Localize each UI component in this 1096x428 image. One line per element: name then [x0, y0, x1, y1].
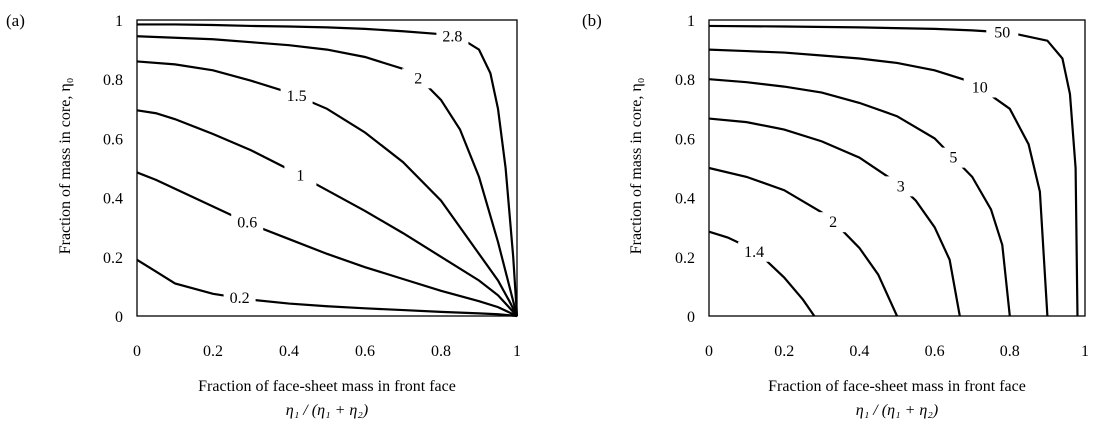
panel-b-curve-label-bg	[937, 147, 970, 168]
panel-b-xtick-label: 0.8	[1000, 343, 1020, 360]
panel-a-ytick-label: 0.8	[103, 72, 123, 89]
panel-a-curve-label-bg	[231, 212, 264, 233]
panel-b-xtick-label: 1	[1081, 343, 1089, 360]
panel-b-curve-label-bg	[817, 212, 850, 233]
panel-a-curve-label-bg	[436, 26, 469, 47]
panel-a-ytick-label: 0	[115, 309, 123, 326]
panel-b-curve-label: 50	[994, 24, 1010, 41]
panel-a-curve-0-2	[136, 258, 518, 318]
panel-b-tag: (b)	[582, 11, 602, 30]
panel-a-curve-2-8	[137, 23, 519, 317]
panel-b-curve-10	[708, 48, 1049, 317]
panel-a-xlabel-line2: η₁ / (η₁ + η₂)	[286, 402, 368, 419]
panel-b-ytick-label: 0.2	[675, 250, 695, 267]
panel-a-ylabel: Fraction of mass in core, η₀	[57, 78, 74, 255]
panel-a-curve-1-5	[136, 60, 518, 317]
panel-b-ytick-label: 0.6	[675, 131, 695, 148]
panel-b-curve-label: 2	[829, 214, 837, 231]
panel-a-ytick-label: 1	[115, 13, 123, 30]
panel-b-curve-label-bg	[963, 77, 996, 98]
panel-a-curve-label-bg	[284, 165, 317, 186]
panel-a-curve-label: 1	[296, 168, 304, 185]
panel-a-ytick-label: 0.2	[103, 250, 123, 267]
panel-b-curve-3	[708, 117, 961, 317]
panel-a-xtick-label: 0.4	[279, 343, 299, 360]
panel-a-curve-0-6	[136, 171, 518, 317]
panel-b-xtick-label: 0.6	[925, 343, 945, 360]
panel-b-curve-5	[708, 78, 1011, 317]
panel-a-ytick-label: 0.6	[103, 131, 123, 148]
panel-a-curve-label-bg	[402, 68, 435, 89]
panel-a-curve-label: 2.8	[442, 28, 462, 45]
panel-b-curve-label: 3	[897, 178, 905, 195]
panel-a-tag: (a)	[6, 11, 25, 30]
panel-b-curve-label-bg	[884, 176, 917, 197]
panel-b-xtick-label: 0	[705, 343, 713, 360]
panel-a-curve-2	[136, 35, 519, 317]
panel-b-xlabel-line2: η₁ / (η₁ + η₂)	[856, 402, 938, 419]
panel-a-xlabel-line1: Fraction of face-sheet mass in front fac…	[198, 378, 456, 395]
panel-b: (b) Fraction of mass in core, η₀ Fractio…	[582, 11, 1089, 419]
panel-b-curve-label: 5	[949, 150, 957, 167]
panel-b-curve-label-bg	[738, 241, 771, 262]
panel-b-curve-label: 1.4	[744, 244, 764, 261]
panel-a-xtick-label: 0.6	[355, 343, 375, 360]
panel-a-xtick-label: 0.8	[431, 343, 451, 360]
panel-b-ytick-label: 0.4	[675, 191, 695, 208]
panel-b-xtick-label: 0.4	[849, 343, 869, 360]
panel-b-ytick-label: 0	[687, 309, 695, 326]
panel-a-curve-1	[136, 109, 518, 317]
panel-a-plot-area: 0 0.2 0.4 0.6 0.8 1 0 0.2 0.4 0.6 0.8 1 0.2 0.6 1 1.5 2 2…	[103, 13, 521, 360]
panel-b-curve-label: 10	[972, 79, 988, 96]
panel-a-axes-frame	[136, 19, 518, 317]
panel-b-xlabel-line1: Fraction of face-sheet mass in front fac…	[768, 378, 1026, 395]
panel-a: (a) Fraction of mass in core, η₀ Fractio…	[6, 11, 521, 419]
panel-a-xtick-label: 0	[133, 343, 141, 360]
panel-b-xtick-label: 0.2	[774, 343, 794, 360]
panel-b-ylabel: Fraction of mass in core, η₀	[628, 78, 645, 255]
panel-b-curve-label-bg	[986, 22, 1019, 43]
panel-a-ytick-label: 0.4	[103, 191, 123, 208]
panel-b-ytick-label: 0.8	[675, 72, 695, 89]
panel-a-curve-label-bg	[280, 85, 313, 106]
panel-a-curve-label: 0.2	[230, 290, 250, 307]
panel-a-xtick-label: 0.2	[203, 343, 223, 360]
panel-b-curve-50	[708, 24, 1079, 317]
panel-a-curve-label: 0.6	[237, 214, 257, 231]
panel-a-xtick-label: 1	[513, 343, 521, 360]
panel-a-curve-label-bg	[223, 287, 256, 308]
panel-b-ytick-label: 1	[687, 13, 695, 30]
panel-a-curve-label: 1.5	[287, 88, 307, 105]
panel-b-axes-frame	[708, 19, 1086, 317]
panel-a-curve-label: 2	[414, 70, 422, 87]
